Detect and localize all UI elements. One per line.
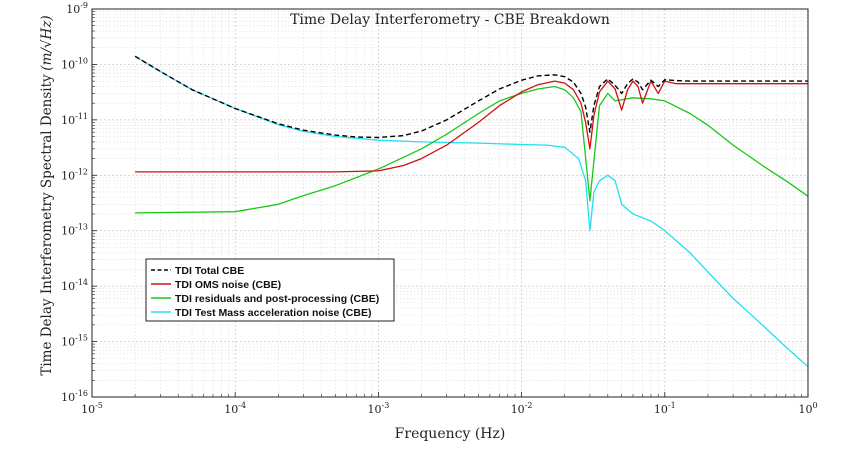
ticks-layer [91, 8, 809, 398]
legend-label-2: TDI residuals and post-processing (CBE) [175, 293, 379, 305]
series-layer [134, 55, 809, 368]
legend-box [145, 258, 395, 322]
x-tick-labels: 10-5 10-4 10-3 10-2 10-1 100 [81, 401, 817, 416]
legend-label-1: TDI OMS noise (CBE) [175, 279, 281, 291]
y-tick-labels: 10-16 10-15 10-14 10-13 10-12 10-11 10-10 10-9 [61, 1, 88, 404]
y-axis-unit: (m/√Hz) [39, 15, 55, 70]
x-tick-label: 100 [798, 401, 817, 416]
y-tick-label: 10-10 [61, 56, 88, 71]
series-line-2 [135, 85, 809, 214]
y-tick-label: 10-11 [61, 112, 88, 127]
series-line-1 [135, 80, 808, 173]
y-tick-label: 10-16 [61, 389, 88, 404]
x-tick-label: 10-5 [81, 401, 103, 416]
x-tick-label: 10-2 [511, 401, 533, 416]
x-tick-label: 10-1 [654, 401, 676, 416]
y-tick-label: 10-15 [61, 334, 88, 349]
series-line-0 [134, 55, 808, 139]
legend: TDI Total CBE TDI OMS noise (CBE) TDI resi… [145, 258, 395, 322]
x-tick-label: 10-3 [368, 401, 390, 416]
y-tick-label: 10-9 [66, 1, 88, 16]
legend-label-3: TDI Test Mass acceleration noise (CBE) [175, 307, 371, 319]
y-tick-label: 10-13 [61, 223, 88, 238]
chart-title: Time Delay Interferometry - CBE Breakdow… [290, 12, 610, 28]
series-line-3 [134, 55, 809, 368]
y-axis-label: Time Delay Interferometry Spectral Densi… [39, 74, 55, 376]
x-axis-label: Frequency (Hz) [395, 426, 506, 442]
y-tick-label: 10-12 [61, 167, 88, 182]
legend-label-0: TDI Total CBE [175, 265, 244, 277]
y-tick-label: 10-14 [61, 278, 88, 293]
plot-area [92, 9, 808, 397]
plot-frame [91, 8, 809, 398]
x-tick-label: 10-4 [224, 401, 246, 416]
